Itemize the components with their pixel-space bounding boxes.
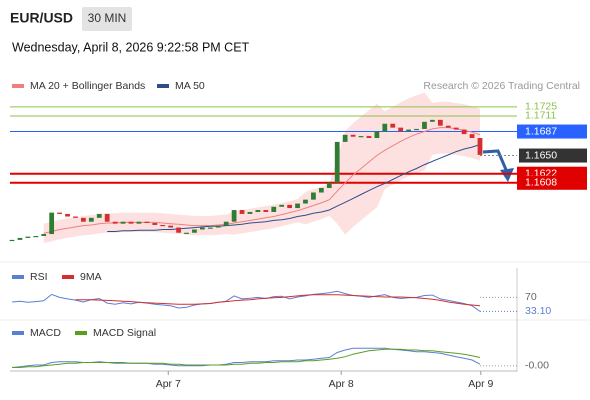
candle-body — [469, 134, 475, 139]
legend-label: MACD — [30, 327, 61, 339]
candle-body — [168, 225, 174, 228]
candle-body — [342, 134, 348, 142]
level-label: 1.1725 — [525, 101, 557, 113]
candle-body — [192, 229, 197, 233]
candle-body — [176, 227, 181, 233]
legend-label: MA 20 + Bollinger Bands — [30, 80, 145, 92]
candle-body — [136, 221, 142, 224]
candle-body — [414, 128, 419, 131]
candle-body — [9, 239, 15, 242]
candle-body — [41, 234, 47, 236]
candle-body — [279, 204, 285, 207]
legend-swatch — [12, 331, 24, 335]
legend-label: MACD Signal — [93, 327, 156, 339]
candle-body — [318, 187, 324, 193]
last-value-label: 33.10 — [525, 305, 551, 317]
candle-body — [81, 217, 86, 222]
symbol: EUR/USD — [10, 10, 73, 26]
candle-body — [437, 119, 443, 126]
legend-swatch — [157, 84, 169, 88]
legend-label: RSI — [30, 271, 48, 283]
candle-body — [358, 136, 364, 138]
y-tick-label: 70 — [525, 291, 537, 303]
candle-body — [184, 232, 189, 234]
candle-body — [223, 221, 229, 226]
candle-body — [390, 123, 396, 128]
y-tick-label: -0.00 — [525, 360, 549, 372]
candle-body — [295, 203, 300, 209]
price-label: 1.1650 — [525, 149, 557, 161]
candle-body — [247, 211, 253, 214]
candle-body — [461, 129, 467, 135]
interval-badge — [82, 7, 132, 31]
candle-body — [207, 227, 213, 229]
candle-body — [382, 123, 388, 132]
candle-body — [453, 127, 459, 130]
candle-body — [73, 216, 78, 218]
candle-body — [326, 182, 332, 188]
candle-body — [477, 138, 483, 155]
candle-body — [239, 210, 245, 214]
ma-line — [107, 144, 481, 232]
candle-body — [255, 210, 261, 212]
level-label: 1.1687 — [525, 125, 557, 137]
candle-body — [120, 221, 126, 224]
legend-label: MA 50 — [175, 80, 205, 92]
level-label: 1.1711 — [525, 110, 556, 122]
candle-body — [311, 192, 316, 200]
candle-body — [430, 119, 435, 122]
candle-body — [287, 204, 293, 209]
candle-body — [406, 129, 411, 132]
indicator-line — [75, 294, 481, 307]
candle-body — [334, 141, 340, 183]
candle-body — [215, 225, 221, 228]
candle-body — [263, 210, 269, 212]
candle-body — [25, 236, 31, 238]
bollinger-band — [43, 92, 480, 244]
price-label-box — [519, 148, 587, 163]
candle-body — [374, 131, 380, 139]
candle-body — [128, 221, 134, 224]
legend-swatch — [12, 84, 24, 88]
candle-body — [422, 121, 427, 129]
candle-body — [96, 213, 102, 218]
candle-body — [445, 125, 451, 128]
candle-body — [104, 213, 110, 222]
level-label-box — [517, 124, 587, 139]
legend-swatch — [12, 275, 24, 279]
x-tick-label: Apr 7 — [156, 378, 181, 390]
x-tick-label: Apr 9 — [468, 378, 493, 390]
forecast-arrowhead — [500, 168, 514, 182]
candle-body — [144, 221, 150, 224]
level-label: 1.1608 — [525, 177, 557, 189]
candle-body — [271, 206, 277, 212]
candle-body — [112, 221, 118, 224]
x-tick-label: Apr 8 — [329, 378, 354, 390]
forecast-arrow — [482, 149, 509, 173]
level-label-box — [517, 175, 587, 190]
candle-body — [88, 217, 94, 222]
candle-body — [49, 212, 55, 235]
candle-body — [199, 227, 205, 230]
candle-body — [366, 136, 372, 139]
legend-swatch — [62, 275, 74, 279]
candle-body — [33, 235, 39, 238]
legend-label: 9MA — [80, 271, 102, 283]
credit: Research © 2026 Trading Central — [423, 80, 580, 92]
candle-body — [160, 224, 166, 227]
candle-body — [57, 212, 62, 214]
candle-body — [398, 127, 404, 132]
datetime: Wednesday, April 8, 2026 9:22:58 PM CET — [12, 40, 250, 54]
candle-body — [303, 199, 308, 204]
candle-body — [350, 134, 356, 137]
legend-swatch — [75, 331, 87, 335]
candle-body — [17, 237, 23, 240]
indicator-line — [12, 348, 481, 368]
interval: 30 MIN — [88, 11, 127, 25]
candle-body — [152, 223, 158, 225]
candle-body — [65, 213, 70, 217]
candle-body — [231, 210, 237, 222]
